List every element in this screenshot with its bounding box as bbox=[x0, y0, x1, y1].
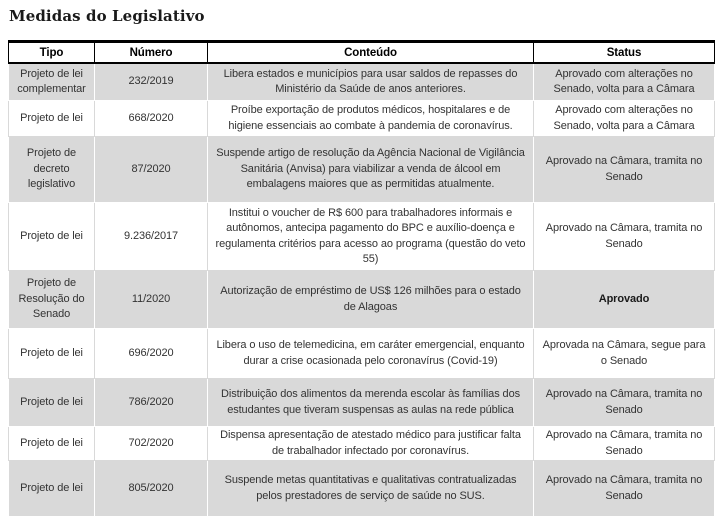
table-row: Projeto de decreto legislativo 87/2020 Sus… bbox=[8, 136, 715, 203]
cell-conteudo: Distribuição dos alimentos da merenda es… bbox=[207, 378, 534, 427]
cell-status: Aprovada na Câmara, segue para o Senado bbox=[533, 328, 715, 379]
cell-tipo: Projeto de lei bbox=[8, 328, 95, 379]
cell-numero: 786/2020 bbox=[94, 378, 208, 427]
cell-tipo: Projeto de Resolução do Senado bbox=[8, 270, 95, 329]
cell-conteudo: Proíbe exportação de produtos médicos, h… bbox=[207, 100, 534, 137]
cell-tipo: Projeto de lei bbox=[8, 378, 95, 427]
cell-numero: 87/2020 bbox=[94, 136, 208, 203]
cell-numero: 11/2020 bbox=[94, 270, 208, 329]
cell-conteudo: Suspende metas quantitativas e qualitati… bbox=[207, 460, 534, 516]
cell-numero: 805/2020 bbox=[94, 460, 208, 516]
table-row: Projeto de lei 786/2020 Distribuição dos a… bbox=[8, 378, 715, 427]
cell-status: Aprovado bbox=[533, 270, 715, 329]
table-body: Projeto de lei complementar 232/2019 Liber… bbox=[8, 62, 715, 516]
cell-status: Aprovado na Câmara, tramita no Senado bbox=[533, 378, 715, 427]
table-row: Projeto de lei 9.236/2017 Institui o vouch… bbox=[8, 202, 715, 271]
cell-numero: 668/2020 bbox=[94, 100, 208, 137]
cell-status: Aprovado na Câmara, tramita no Senado bbox=[533, 202, 715, 271]
cell-status: Aprovado com alterações no Senado, volta… bbox=[533, 100, 715, 137]
cell-tipo: Projeto de lei bbox=[8, 460, 95, 516]
cell-status: Aprovado na Câmara, tramita no Senado bbox=[533, 426, 715, 461]
cell-numero: 702/2020 bbox=[94, 426, 208, 461]
cell-numero: 696/2020 bbox=[94, 328, 208, 379]
column-header-tipo: Tipo bbox=[8, 40, 95, 64]
cell-conteudo: Dispensa apresentação de atestado médico… bbox=[207, 426, 534, 461]
cell-tipo: Projeto de lei complementar bbox=[8, 62, 95, 101]
table-row: Projeto de lei 668/2020 Proíbe exportação … bbox=[8, 100, 715, 137]
table-row: Projeto de lei 805/2020 Suspende metas qua… bbox=[8, 460, 715, 516]
column-header-numero: Número bbox=[94, 40, 208, 64]
cell-tipo: Projeto de lei bbox=[8, 100, 95, 137]
column-header-conteudo: Conteúdo bbox=[207, 40, 534, 64]
cell-conteudo: Autorização de empréstimo de US$ 126 mil… bbox=[207, 270, 534, 329]
cell-tipo: Projeto de lei bbox=[8, 202, 95, 271]
cell-tipo: Projeto de lei bbox=[8, 426, 95, 461]
cell-status: Aprovado na Câmara, tramita no Senado bbox=[533, 460, 715, 516]
table-header: Tipo Número Conteúdo Status bbox=[8, 40, 715, 64]
cell-conteudo: Institui o voucher de R$ 600 para trabal… bbox=[207, 202, 534, 271]
cell-status: Aprovado na Câmara, tramita no Senado bbox=[533, 136, 715, 203]
page-title: Medidas do Legislativo bbox=[9, 7, 205, 25]
table-row: Projeto de lei complementar 232/2019 Liber… bbox=[8, 62, 715, 101]
cell-status: Aprovado com alterações no Senado, volta… bbox=[533, 62, 715, 101]
cell-conteudo: Libera o uso de telemedicina, em caráter… bbox=[207, 328, 534, 379]
table-row: Projeto de Resolução do Senado 11/2020 Aut… bbox=[8, 270, 715, 329]
column-header-status: Status bbox=[533, 40, 715, 64]
header-row: Tipo Número Conteúdo Status bbox=[8, 40, 715, 64]
measures-table: Tipo Número Conteúdo Status Projeto de l… bbox=[8, 40, 715, 516]
cell-numero: 232/2019 bbox=[94, 62, 208, 101]
cell-conteudo: Suspende artigo de resolução da Agência … bbox=[207, 136, 534, 203]
measures-table-container: Tipo Número Conteúdo Status Projeto de l… bbox=[8, 40, 715, 516]
cell-numero: 9.236/2017 bbox=[94, 202, 208, 271]
table-row: Projeto de lei 702/2020 Dispensa apresenta… bbox=[8, 426, 715, 461]
cell-conteudo: Libera estados e municípios para usar sa… bbox=[207, 62, 534, 101]
cell-tipo: Projeto de decreto legislativo bbox=[8, 136, 95, 203]
table-row: Projeto de lei 696/2020 Libera o uso de te… bbox=[8, 328, 715, 379]
